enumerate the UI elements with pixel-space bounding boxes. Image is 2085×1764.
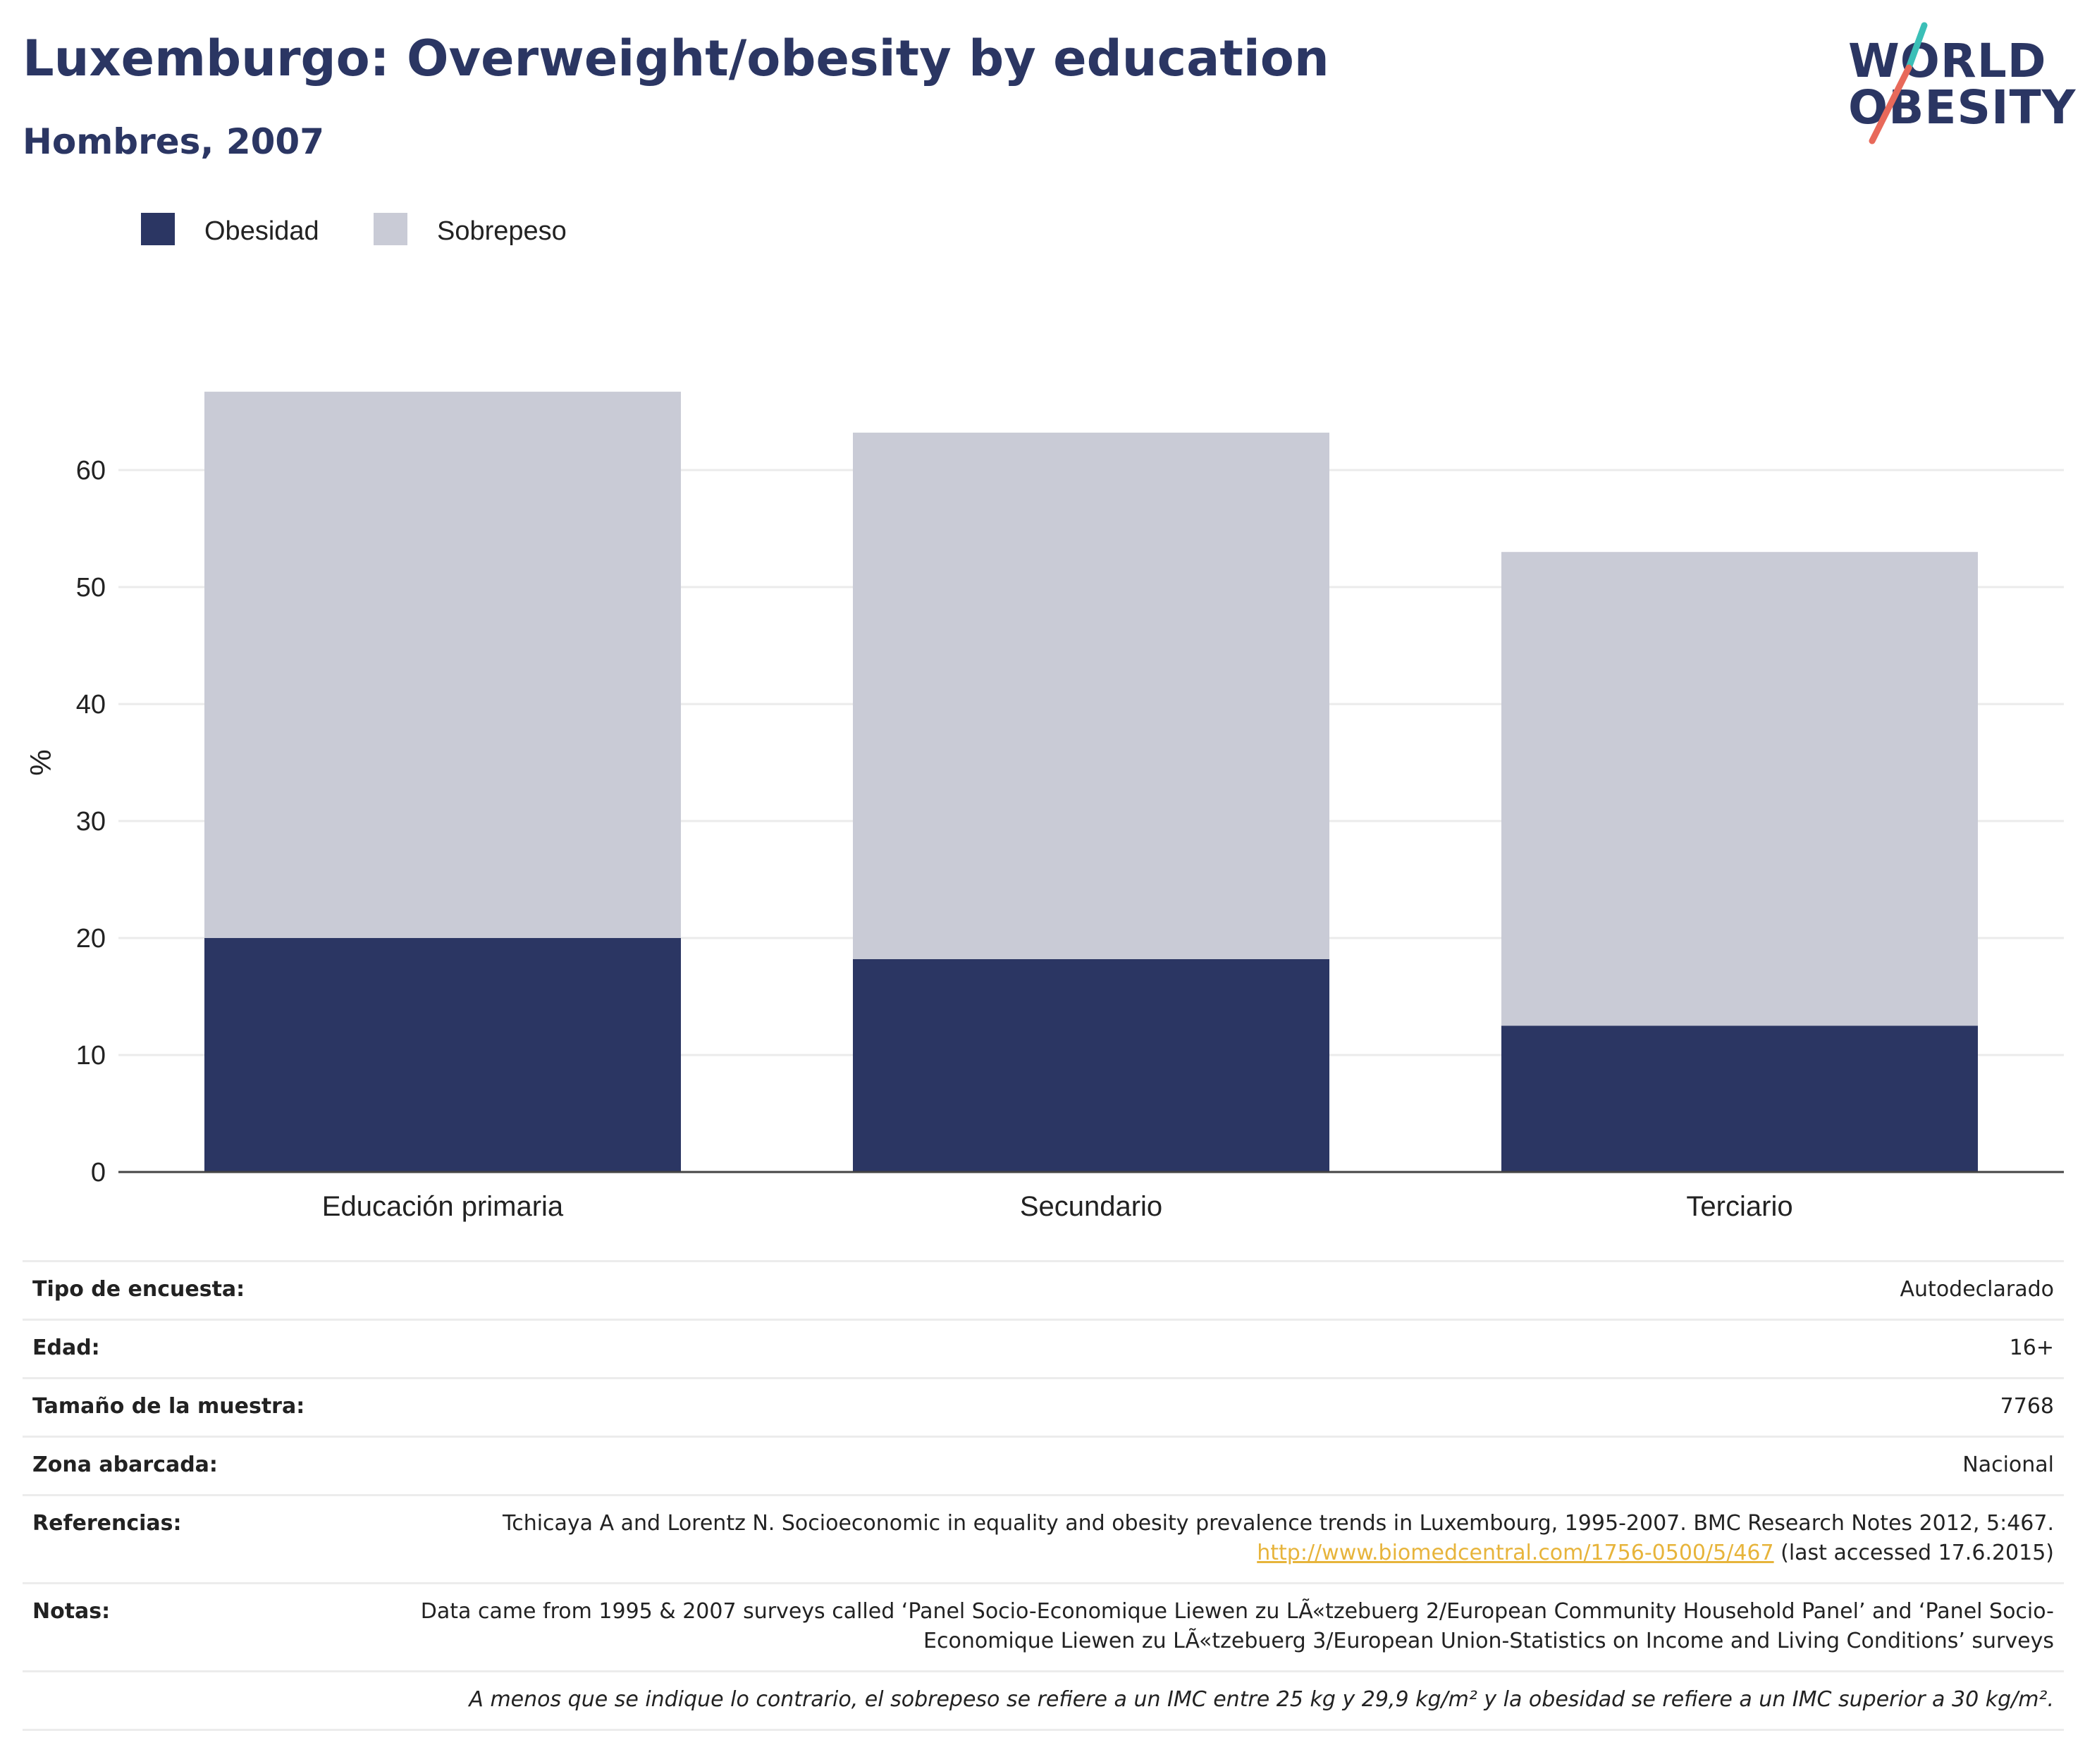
info-label: Referencias:: [23, 1494, 409, 1584]
chart-title: Luxemburgo: Overweight/obesity by educat…: [23, 30, 1329, 87]
y-tick-label-6: 60: [76, 456, 106, 486]
info-label: Zona abarcada:: [23, 1436, 409, 1495]
y-tick-label-3: 30: [76, 807, 106, 837]
info-row: Tamaño de la muestra: 7768: [23, 1377, 2064, 1437]
info-value: Data came from 1995 & 2007 surveys calle…: [409, 1582, 2064, 1672]
bars: [204, 391, 1978, 1172]
logo-slash-icon: [1869, 22, 1928, 144]
bar-obesidad-0: [204, 938, 681, 1172]
footnote-row: A menos que se indique lo contrario, el …: [23, 1670, 2064, 1731]
info-value: 16+: [409, 1319, 2064, 1378]
y-tick-label-2: 20: [76, 924, 106, 954]
logo-line-1: WORLD: [1848, 34, 2047, 88]
info-value: Autodeclarado: [409, 1260, 2064, 1320]
info-row: Tipo de encuesta: Autodeclarado: [23, 1260, 2064, 1320]
legend-swatch-0: [141, 213, 175, 245]
y-tick-label-0: 0: [91, 1158, 106, 1188]
reference-link[interactable]: http://www.biomedcentral.com/1756-0500/5…: [1257, 1541, 1774, 1565]
info-label: Tamaño de la muestra:: [23, 1377, 409, 1437]
bar-obesidad-2: [1501, 1025, 1978, 1172]
y-tick-label-4: 40: [76, 690, 106, 720]
info-label: Edad:: [23, 1319, 409, 1378]
y-axis: 0 10 20 30 40 50 60%: [24, 456, 106, 1188]
survey-info-table: Tipo de encuesta: Autodeclarado Edad: 16+ Ta…: [23, 1260, 2064, 1731]
info-row: Zona abarcada: Nacional: [23, 1436, 2064, 1495]
info-row: Notas: Data came from 1995 & 2007 surveys…: [23, 1582, 2064, 1672]
legend-label-0: Obesidad: [204, 216, 319, 246]
x-axis: Educación primaria Secundario Terciario: [118, 1171, 2064, 1222]
y-axis-label: %: [24, 749, 57, 775]
bar-obesidad-1: [853, 958, 1329, 1172]
bar-sobrepeso-2: [1501, 552, 1978, 1026]
info-row: Edad: 16+: [23, 1319, 2064, 1378]
info-value: Tchicaya A and Lorentz N. Socioeconomic …: [409, 1494, 2064, 1584]
stacked-bar-chart: Obesidad Sobrepeso 0 10 20 30 40 50 60% Educaci…: [24, 213, 2064, 1222]
bar-sobrepeso-0: [204, 391, 681, 938]
legend: Obesidad Sobrepeso: [141, 213, 567, 246]
info-row: Referencias: Tchicaya A and Lorentz N. So…: [23, 1494, 2064, 1584]
y-tick-label-1: 10: [76, 1041, 106, 1071]
info-label: Tipo de encuesta:: [23, 1260, 409, 1320]
legend-swatch-1: [374, 213, 407, 245]
legend-label-1: Sobrepeso: [437, 216, 567, 246]
y-tick-label-5: 50: [76, 573, 106, 603]
info-value: 7768: [409, 1377, 2064, 1437]
chart-subtitle: Hombres, 2007: [23, 121, 324, 162]
world-obesity-logo: WORLD OBESITY: [1840, 20, 2075, 147]
x-tick-label-1: Secundario: [1020, 1191, 1162, 1222]
bar-sobrepeso-1: [853, 432, 1329, 959]
x-tick-label-2: Terciario: [1686, 1191, 1792, 1222]
footnote: A menos que se indique lo contrario, el …: [23, 1670, 2064, 1731]
info-value: Nacional: [409, 1436, 2064, 1495]
x-tick-label-0: Educación primaria: [322, 1191, 564, 1222]
info-label: Notas:: [23, 1582, 409, 1672]
